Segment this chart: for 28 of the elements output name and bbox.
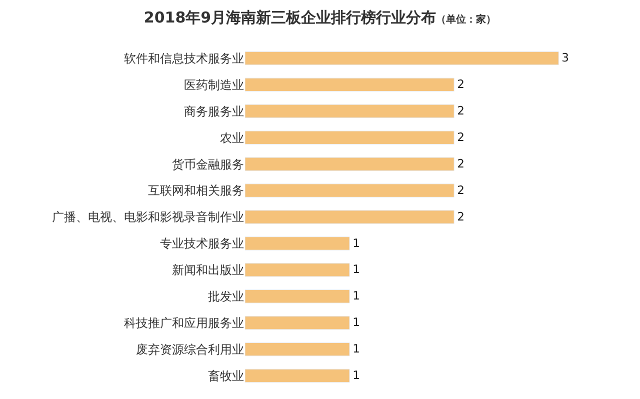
y-tick-label: 软件和信息技术服务业 — [124, 51, 244, 66]
data-label: 1 — [352, 368, 360, 382]
data-label: 1 — [352, 236, 360, 250]
data-label: 1 — [352, 288, 360, 303]
data-label: 3 — [562, 50, 570, 65]
data-label: 1 — [352, 342, 360, 356]
data-label: 2 — [457, 182, 464, 197]
y-tick-label: 商务服务业 — [184, 104, 244, 118]
data-label: 1 — [352, 262, 360, 276]
y-tick-label: 废弃资源综合利用业 — [136, 342, 244, 357]
chart-subtitle: （单位：家） — [436, 13, 496, 26]
data-label: 2 — [457, 103, 464, 118]
data-label: 2 — [457, 77, 464, 92]
y-tick-label: 货币金融服务 — [172, 157, 244, 172]
chart-title: 2018年9月海南新三板企业排行榜行业分布 — [144, 8, 436, 26]
y-tick-label: 农业 — [220, 130, 244, 145]
y-tick-label: 畜牧业 — [208, 368, 244, 383]
data-label: 2 — [457, 209, 464, 224]
data-label: 2 — [457, 156, 464, 170]
y-tick-label: 科技推广和应用服务业 — [124, 316, 244, 330]
y-tick-label: 医药制造业 — [184, 78, 244, 92]
y-tick-label: 专业技术服务业 — [160, 236, 244, 251]
data-label: 2 — [457, 130, 464, 144]
data-label: 1 — [352, 315, 360, 330]
y-tick-label: 批发业 — [208, 290, 244, 304]
y-tick-label: 广播、电视、电影和影视录音制作业 — [52, 210, 244, 224]
y-tick-label: 新闻和出版业 — [172, 263, 244, 278]
y-tick-label: 互联网和相关服务 — [148, 184, 244, 198]
